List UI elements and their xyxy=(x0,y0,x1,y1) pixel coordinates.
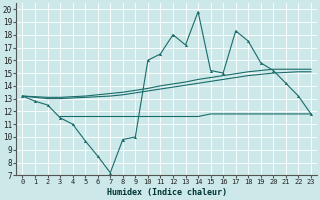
X-axis label: Humidex (Indice chaleur): Humidex (Indice chaleur) xyxy=(107,188,227,197)
